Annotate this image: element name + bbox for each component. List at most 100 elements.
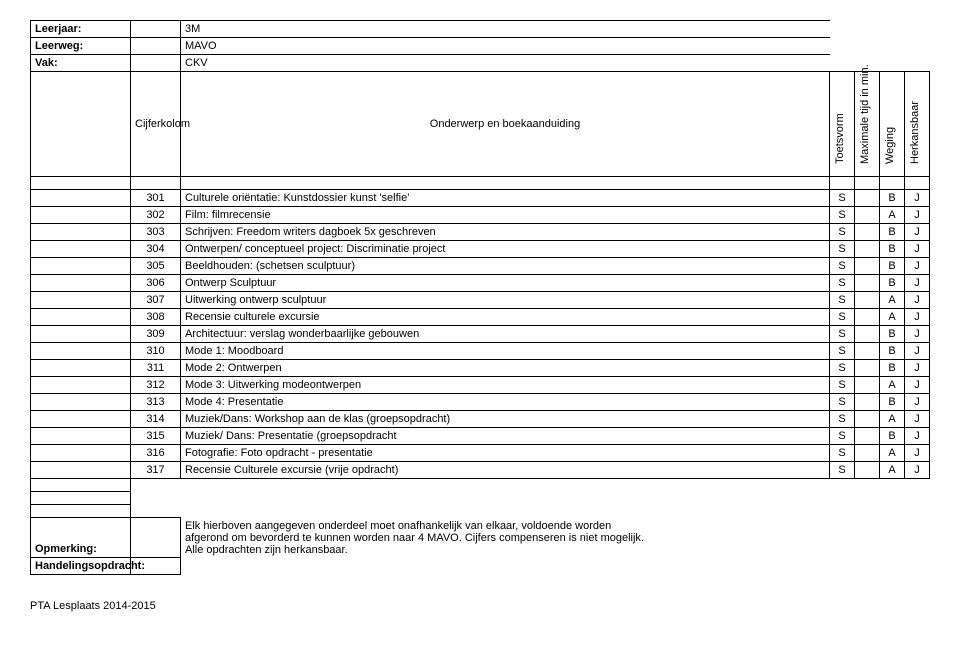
row-cell: B (880, 428, 905, 445)
row-desc: Fotografie: Foto opdracht - presentatie (181, 445, 830, 462)
header-herkansbaar: Herkansbaar (905, 72, 930, 177)
row-cell: B (880, 343, 905, 360)
row-cell: J (905, 377, 930, 394)
row-cell: B (880, 241, 905, 258)
row-cell (855, 326, 880, 343)
row-cell (855, 377, 880, 394)
row-cell (855, 224, 880, 241)
row-code: 303 (131, 224, 181, 241)
row-cell: S (830, 411, 855, 428)
row-desc: Culturele oriëntatie: Kunstdossier kunst… (181, 190, 830, 207)
row-cell (855, 207, 880, 224)
spacer (131, 55, 181, 72)
row-cell (855, 190, 880, 207)
row-code: 305 (131, 258, 181, 275)
opmerking-label: Opmerking: (35, 543, 126, 555)
table-row: 308Recensie culturele excursieSAJ (31, 309, 930, 326)
row-cell (855, 258, 880, 275)
row-desc: Muziek/ Dans: Presentatie (groepsopdrach… (181, 428, 830, 445)
document-table: Leerjaar: 3M Leerweg: MAVO Vak: CKV Cijf… (30, 20, 930, 575)
row-cell: S (830, 445, 855, 462)
row-cell: A (880, 462, 905, 479)
row-cell (855, 292, 880, 309)
row-desc: Mode 4: Presentatie (181, 394, 830, 411)
remarks-line: Elk hierboven aangegeven onderdeel moet … (185, 520, 926, 532)
row-cell: J (905, 190, 930, 207)
column-headers: Cijferkolom Onderwerp en boekaanduiding … (31, 72, 930, 177)
row-spacer (31, 411, 131, 428)
row-cell: S (830, 343, 855, 360)
label-handeling: Handelingsopdracht: (31, 558, 131, 575)
row-spacer (31, 275, 131, 292)
row-cell: A (880, 377, 905, 394)
value-leerweg: MAVO (181, 38, 830, 55)
table-row: 312Mode 3: Uitwerking modeontwerpenS AJ (31, 377, 930, 394)
row-cell: B (880, 190, 905, 207)
label-leerjaar: Leerjaar: (31, 21, 131, 38)
row-cell: S (830, 309, 855, 326)
table-row: 311Mode 2: OntwerpenSBJ (31, 360, 930, 377)
row-cell: J (905, 360, 930, 377)
row-cell (855, 241, 880, 258)
remarks-line: Alle opdrachten zijn herkansbaar. (185, 544, 926, 556)
row-cell: A (880, 207, 905, 224)
row-desc: Mode 3: Uitwerking modeontwerpen (181, 377, 830, 394)
row-cell: S (830, 258, 855, 275)
row-desc: Recensie Culturele excursie (vrije opdra… (181, 462, 830, 479)
header-row-leerweg: Leerweg: MAVO (31, 38, 930, 55)
row-spacer (31, 190, 131, 207)
label-vak: Vak: (31, 55, 131, 72)
row-cell: J (905, 207, 930, 224)
spacer (131, 38, 181, 55)
row-desc: Film: filmrecensie (181, 207, 830, 224)
row-cell: S (830, 224, 855, 241)
row-code: 304 (131, 241, 181, 258)
label-opmerking: Opmerking: (31, 518, 131, 558)
spacer (131, 518, 181, 558)
header-toetsvorm: Toetsvorm (830, 72, 855, 177)
row-cell: J (905, 241, 930, 258)
row-code: 312 (131, 377, 181, 394)
table-row: 306Ontwerp SculptuurSBJ (31, 275, 930, 292)
row-spacer (31, 394, 131, 411)
row-cell: A (880, 445, 905, 462)
row-cell: B (880, 258, 905, 275)
header-weging: Weging (880, 72, 905, 177)
row-cell: J (905, 258, 930, 275)
handeling-row: Handelingsopdracht: (31, 558, 930, 575)
row-cell: J (905, 224, 930, 241)
row-cell: B (880, 224, 905, 241)
spacer-row (31, 177, 930, 190)
spacer-row (31, 479, 930, 492)
row-cell (855, 445, 880, 462)
row-spacer (31, 445, 131, 462)
table-row: 314Muziek/Dans: Workshop aan de klas (gr… (31, 411, 930, 428)
row-cell (855, 394, 880, 411)
row-cell: J (905, 394, 930, 411)
row-spacer (31, 309, 131, 326)
row-code: 307 (131, 292, 181, 309)
row-spacer (31, 207, 131, 224)
label-leerweg: Leerweg: (31, 38, 131, 55)
row-desc: Mode 2: Ontwerpen (181, 360, 830, 377)
row-cell (855, 360, 880, 377)
row-cell: S (830, 394, 855, 411)
row-cell: B (880, 394, 905, 411)
row-cell: J (905, 275, 930, 292)
row-cell: J (905, 326, 930, 343)
header-onderwerp: Onderwerp en boekaanduiding (181, 72, 830, 177)
row-spacer (31, 377, 131, 394)
row-code: 316 (131, 445, 181, 462)
table-row: 305Beeldhouden: (schetsen sculptuur)SBJ (31, 258, 930, 275)
header-empty (31, 72, 131, 177)
row-cell: B (880, 326, 905, 343)
row-spacer (31, 224, 131, 241)
row-cell: J (905, 343, 930, 360)
row-cell (855, 462, 880, 479)
value-vak: CKV (181, 55, 830, 72)
header-cijferkolom: Cijferkolom (131, 72, 181, 177)
remarks-text: Elk hierboven aangegeven onderdeel moet … (181, 518, 930, 558)
row-cell: S (830, 377, 855, 394)
row-code: 315 (131, 428, 181, 445)
row-spacer (31, 343, 131, 360)
